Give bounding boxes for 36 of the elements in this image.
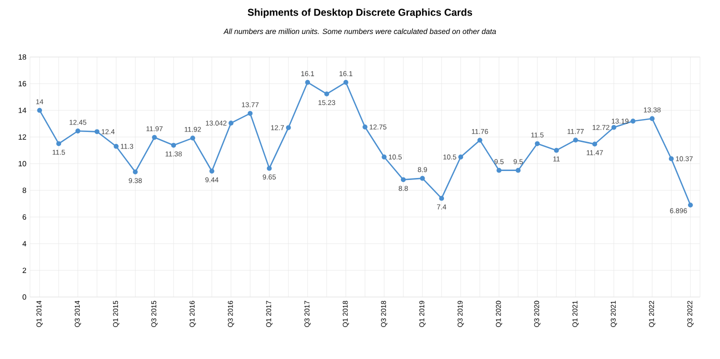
point — [458, 154, 464, 160]
point — [114, 144, 119, 149]
point — [324, 91, 330, 96]
chart-title: Shipments of Desktop Discrete Graphics Cards — [248, 8, 472, 18]
point — [400, 177, 406, 182]
point — [534, 141, 540, 146]
point — [688, 202, 693, 208]
point — [266, 166, 272, 171]
point — [132, 169, 138, 174]
point — [650, 116, 655, 122]
point — [554, 148, 559, 153]
point — [248, 110, 253, 116]
point — [343, 80, 348, 85]
point — [228, 120, 234, 126]
point — [496, 168, 502, 173]
point — [382, 154, 387, 160]
point — [630, 118, 636, 124]
point — [516, 168, 521, 173]
point — [305, 80, 310, 85]
point — [37, 108, 42, 113]
point — [190, 136, 196, 141]
point — [362, 124, 368, 130]
point — [94, 129, 100, 134]
point — [573, 138, 578, 143]
point — [152, 134, 157, 140]
point — [75, 128, 80, 134]
point — [668, 156, 674, 162]
point — [420, 176, 425, 181]
point — [56, 141, 62, 146]
point — [611, 124, 616, 130]
point — [477, 138, 482, 143]
point — [439, 196, 444, 201]
point — [171, 142, 176, 148]
point — [286, 125, 291, 130]
point — [209, 168, 214, 174]
point — [592, 142, 598, 147]
